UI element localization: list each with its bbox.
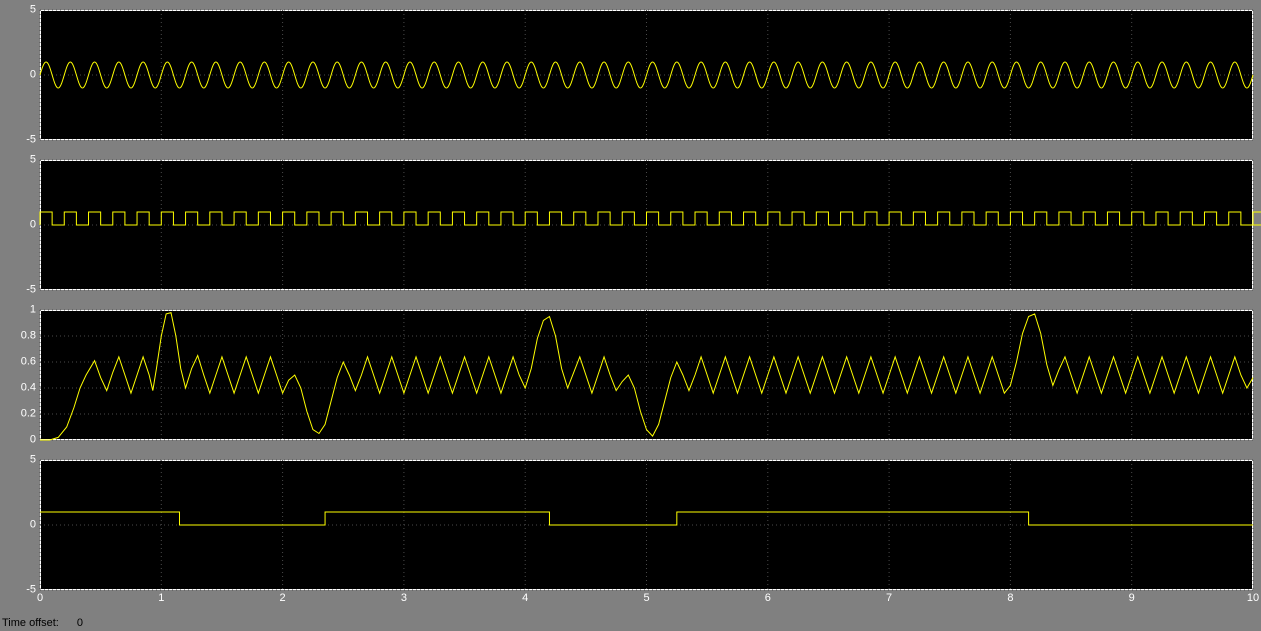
xtick-label: 7 (886, 593, 892, 604)
ytick-label: -5 (26, 285, 36, 296)
ytick-label: 0.2 (21, 409, 36, 420)
xtick-label: 10 (1247, 593, 1259, 604)
xtick-label: 9 (1129, 593, 1135, 604)
plot-svg (40, 310, 1253, 440)
xtick-label: 8 (1007, 593, 1013, 604)
ytick-label: 0 (30, 520, 36, 531)
scope-ch3[interactable]: 00.20.40.60.81 (40, 310, 1253, 440)
ytick-label: 0 (30, 435, 36, 446)
ytick-label: 0 (30, 70, 36, 81)
ytick-label: 0.6 (21, 357, 36, 368)
ytick-label: 0.8 (21, 331, 36, 342)
plot-svg (40, 460, 1253, 590)
ytick-label: 0.4 (21, 383, 36, 394)
signal-trace (40, 62, 1253, 88)
ytick-label: 1 (30, 305, 36, 316)
time-offset-bar: Time offset: 0 (0, 615, 1261, 631)
scope-window: -505-50500.20.40.60.81-505012345678910 T… (0, 0, 1261, 631)
time-offset-label: Time offset: (2, 617, 59, 629)
xtick-label: 0 (37, 593, 43, 604)
plot-svg (40, 160, 1253, 290)
ytick-label: 0 (30, 220, 36, 231)
scope-ch2[interactable]: -505 (40, 160, 1253, 290)
time-offset-value: 0 (77, 617, 83, 629)
xtick-label: 4 (522, 593, 528, 604)
ytick-label: 5 (30, 455, 36, 466)
ytick-label: -5 (26, 585, 36, 596)
ytick-label: 5 (30, 5, 36, 16)
ytick-label: -5 (26, 135, 36, 146)
signal-trace (40, 512, 1253, 525)
xtick-label: 3 (401, 593, 407, 604)
xtick-label: 2 (280, 593, 286, 604)
plot-svg (40, 10, 1253, 140)
signal-trace (40, 313, 1253, 440)
xtick-label: 6 (765, 593, 771, 604)
scope-plot-stack: -505-50500.20.40.60.81-505012345678910 (0, 0, 1261, 614)
scope-ch4[interactable]: -505012345678910 (40, 460, 1253, 590)
ytick-label: 5 (30, 155, 36, 166)
signal-trace (40, 212, 1261, 225)
xtick-label: 5 (643, 593, 649, 604)
scope-ch1[interactable]: -505 (40, 10, 1253, 140)
xtick-label: 1 (158, 593, 164, 604)
